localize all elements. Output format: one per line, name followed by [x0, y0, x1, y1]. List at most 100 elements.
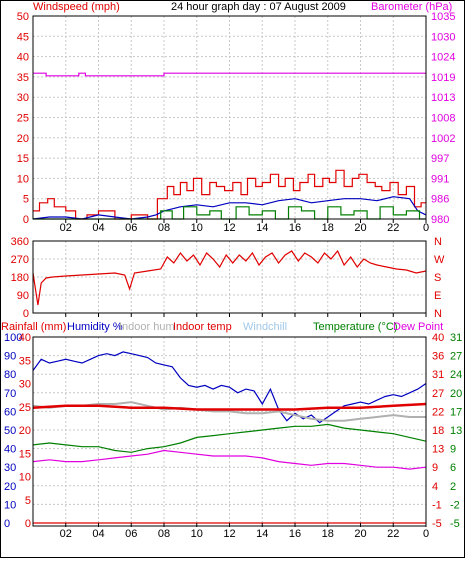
- temp-tick-label: 4: [432, 481, 438, 493]
- wind-grid: [33, 16, 427, 219]
- temp-alt-tick-label: 13: [450, 425, 462, 437]
- humidity-tick-label: 60: [4, 406, 16, 418]
- rain-tick-label: 35: [19, 355, 31, 367]
- temp-tick-label: 18: [432, 425, 444, 437]
- x-tick-label: 14: [256, 222, 268, 234]
- temp-alt-tick-label: 6: [450, 462, 456, 474]
- compass-label: S: [434, 272, 441, 284]
- chart-title: 24 hour graph day : 07 August 2009: [171, 1, 346, 13]
- series-humidity: [32, 351, 427, 424]
- x-tick-label: 04: [92, 528, 104, 540]
- barometer-tick-label: 1019: [431, 72, 455, 84]
- barometer-tick-label: 1008: [431, 113, 455, 125]
- x-tick-label: 14: [256, 528, 268, 540]
- rain-tick-label: 40: [19, 332, 31, 344]
- barometer-tick-label: 1013: [431, 92, 455, 104]
- rain-tick-label: 20: [19, 425, 31, 437]
- humidity-tick-label: 0: [4, 518, 10, 530]
- series-indoor-hum: [32, 401, 426, 422]
- windspeed-tick-label: 45: [17, 31, 29, 43]
- series-indoor-temp: [32, 402, 427, 411]
- humidity-tick-label: 20: [4, 481, 16, 493]
- windspeed-axis-title: Windspeed (mph): [33, 1, 120, 13]
- barometer-tick-label: 1030: [431, 31, 455, 43]
- temp-alt-tick-label: -5: [450, 518, 460, 530]
- x-tick-label: 02: [60, 528, 72, 540]
- humidity-tick-label: 10: [4, 499, 16, 511]
- x-tick-label: 10: [191, 528, 203, 540]
- humidity-tick-label: 80: [4, 369, 16, 381]
- humidity-tick-label: 50: [4, 425, 16, 437]
- windspeed-tick-label: 40: [17, 52, 29, 64]
- x-tick-label: 18: [322, 528, 334, 540]
- series-barometer: [33, 72, 426, 77]
- x-tick-label: 08: [158, 528, 170, 540]
- direction-tick-label: 180: [11, 272, 29, 284]
- wind-direction-panel: 360 N 270 W 180 S 90 E 0 N: [11, 236, 445, 320]
- legend-windchill: Windchill: [243, 321, 287, 333]
- direction-tick-label: 0: [23, 308, 29, 320]
- x-tick-label: 08: [158, 222, 170, 234]
- compass-label: E: [434, 290, 441, 302]
- x-tick-label: 0: [423, 528, 429, 540]
- temp-alt-tick-label: 31: [450, 332, 462, 344]
- humidity-tick-label: 30: [4, 462, 16, 474]
- windspeed-tick-label: 30: [17, 92, 29, 104]
- windspeed-tick-label: 20: [17, 133, 29, 145]
- windspeed-tick-label: 50: [17, 11, 29, 23]
- temp-tick-label: 31: [432, 369, 444, 381]
- temp-alt-tick-label: -2: [450, 499, 460, 511]
- temp-tick-label: 27: [432, 388, 444, 400]
- humidity-tick-label: 40: [4, 444, 16, 456]
- rain-tick-label: 25: [19, 402, 31, 414]
- barometer-tick-label: 986: [431, 194, 449, 206]
- legend-indoor-temp: Indoor temp: [173, 321, 232, 333]
- temp-tick-label: 13: [432, 444, 444, 456]
- barometer-tick-label: 997: [431, 153, 449, 165]
- legend-indoor-hum: Indoor hum: [119, 321, 175, 333]
- temp-humidity-panel: Rainfall (mm) Humidity % Indoor hum Indo…: [1, 321, 462, 540]
- temp-alt-tick-label: 27: [450, 351, 462, 363]
- legend-dewpoint: Dew Point: [393, 321, 443, 333]
- barometer-axis-title: Barometer (hPa): [371, 1, 452, 13]
- x-tick-label: 06: [125, 222, 137, 234]
- temp-tick-label: 22: [432, 406, 444, 418]
- temp-tick-label: -1: [432, 499, 442, 511]
- windspeed-tick-label: 5: [23, 194, 29, 206]
- x-tick-label: 20: [354, 222, 366, 234]
- humidity-tick-label: 100: [4, 332, 22, 344]
- x-tick-label: 22: [387, 222, 399, 234]
- temp-tick-label: 40: [432, 332, 444, 344]
- humidity-tick-label: 90: [4, 351, 16, 363]
- wind-barometer-panel: Windspeed (mph) 24 hour graph day : 07 A…: [17, 1, 456, 234]
- x-tick-label: 10: [191, 222, 203, 234]
- x-tick-label: 22: [387, 528, 399, 540]
- x-tick-label: 16: [289, 222, 301, 234]
- series-windspeed: [33, 169, 426, 220]
- series-wind-direction: [32, 249, 427, 306]
- series-average-wind: [32, 196, 427, 220]
- x-tick-label: 0: [423, 222, 429, 234]
- compass-label: N: [434, 236, 442, 248]
- compass-label: N: [434, 308, 442, 320]
- direction-series: [32, 249, 427, 306]
- legend-rainfall: Rainfall (mm): [1, 321, 66, 333]
- direction-ticks: 360 N 270 W 180 S 90 E 0 N: [11, 236, 445, 320]
- series-dew-point: [32, 449, 427, 470]
- rain-tick-label: 0: [25, 518, 31, 530]
- compass-label: W: [434, 254, 445, 266]
- legend-temperature: Temperature (°C): [313, 321, 397, 333]
- x-tick-label: 06: [125, 528, 137, 540]
- series-temperature-c: [32, 423, 427, 453]
- wind-series: [32, 72, 427, 220]
- humidity-tick-label: 70: [4, 388, 16, 400]
- barometer-tick-label: 991: [431, 173, 449, 185]
- x-tick-label: 02: [60, 222, 72, 234]
- direction-tick-label: 90: [17, 290, 29, 302]
- direction-tick-label: 360: [11, 236, 29, 248]
- temp-alt-tick-label: 9: [450, 444, 456, 456]
- temp-grid: [33, 337, 427, 523]
- x-tick-label: 12: [223, 528, 235, 540]
